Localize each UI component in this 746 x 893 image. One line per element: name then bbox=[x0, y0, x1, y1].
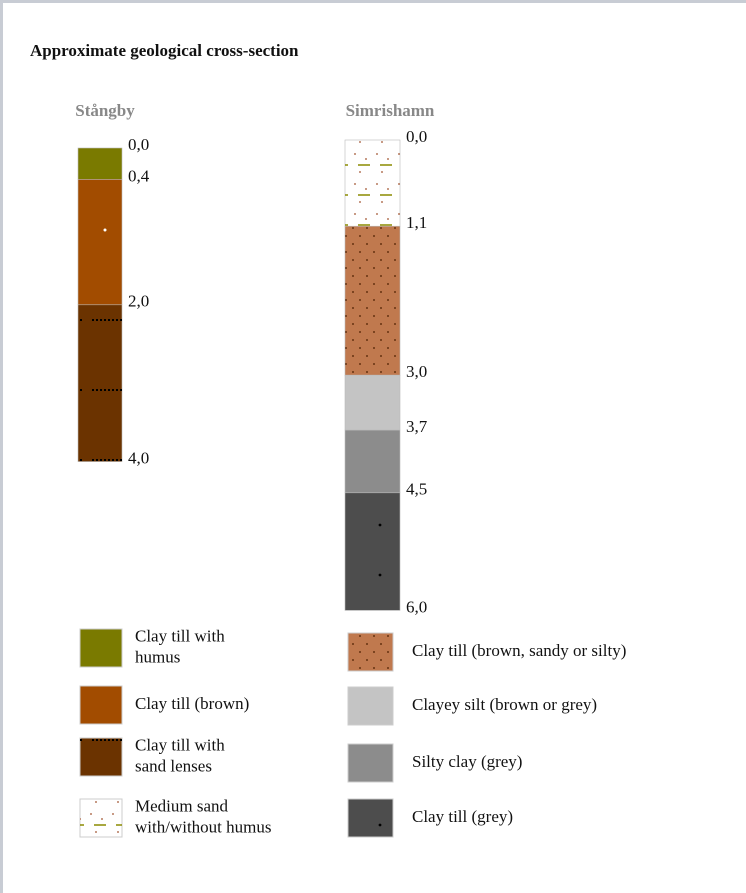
legend-label: sand lenses bbox=[135, 756, 212, 775]
depth-label: 1,1 bbox=[406, 213, 427, 232]
legend-label: Clay till with bbox=[135, 735, 225, 754]
legend-swatch-pattern bbox=[348, 633, 393, 671]
depth-label: 0,4 bbox=[128, 166, 150, 185]
layer bbox=[345, 430, 400, 493]
legend-swatch bbox=[348, 687, 393, 725]
legend-label: with/without humus bbox=[135, 817, 271, 836]
depth-label: 6,0 bbox=[406, 597, 427, 616]
layer-pattern bbox=[345, 226, 400, 375]
layer-pattern bbox=[78, 305, 122, 462]
title: Approximate geological cross-section bbox=[30, 41, 299, 60]
legend-label: Clay till (grey) bbox=[412, 807, 513, 826]
legend-label: Clay till (brown) bbox=[135, 694, 249, 713]
legend-swatch bbox=[348, 744, 393, 782]
cross-section: Approximate geological cross-section Stå… bbox=[0, 0, 746, 893]
depth-label: 4,0 bbox=[128, 449, 149, 468]
legend-swatch-pattern bbox=[348, 799, 393, 837]
depth-label: 0,0 bbox=[128, 135, 149, 154]
legend-label: Silty clay (grey) bbox=[412, 752, 522, 771]
legend-label: Clay till with bbox=[135, 626, 225, 645]
depth-label: 3,0 bbox=[406, 362, 427, 381]
column-name: Stångby bbox=[75, 101, 135, 120]
legend-swatch-pattern bbox=[80, 686, 122, 724]
legend-label: Clay till (brown, sandy or silty) bbox=[412, 641, 626, 660]
layer bbox=[78, 148, 122, 179]
layer-pattern bbox=[345, 140, 400, 226]
legend-swatch bbox=[80, 629, 122, 667]
legend-label: Clayey silt (brown or grey) bbox=[412, 695, 597, 714]
layer bbox=[345, 375, 400, 430]
column-name: Simrishamn bbox=[346, 101, 435, 120]
depth-label: 0,0 bbox=[406, 127, 427, 146]
depth-label: 2,0 bbox=[128, 292, 149, 311]
layer-pattern bbox=[345, 493, 400, 611]
layer-pattern bbox=[78, 179, 122, 304]
legend-label: humus bbox=[135, 647, 180, 666]
legend-label: Medium sand bbox=[135, 796, 229, 815]
depth-label: 3,7 bbox=[406, 417, 428, 436]
depth-label: 4,5 bbox=[406, 480, 427, 499]
legend-swatch-pattern bbox=[80, 799, 122, 837]
legend-swatch-pattern bbox=[80, 738, 122, 776]
